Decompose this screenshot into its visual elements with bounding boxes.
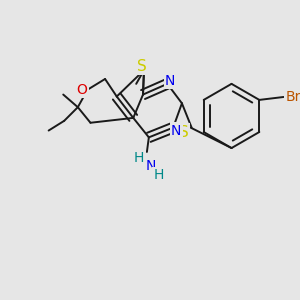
Text: N: N xyxy=(165,74,175,88)
Text: N: N xyxy=(146,159,156,172)
Text: N: N xyxy=(171,124,181,137)
Text: S: S xyxy=(137,59,147,74)
Text: Br: Br xyxy=(286,90,300,104)
Text: O: O xyxy=(76,83,87,97)
Text: H: H xyxy=(134,151,144,165)
Text: S: S xyxy=(179,125,189,140)
Text: H: H xyxy=(153,168,164,182)
